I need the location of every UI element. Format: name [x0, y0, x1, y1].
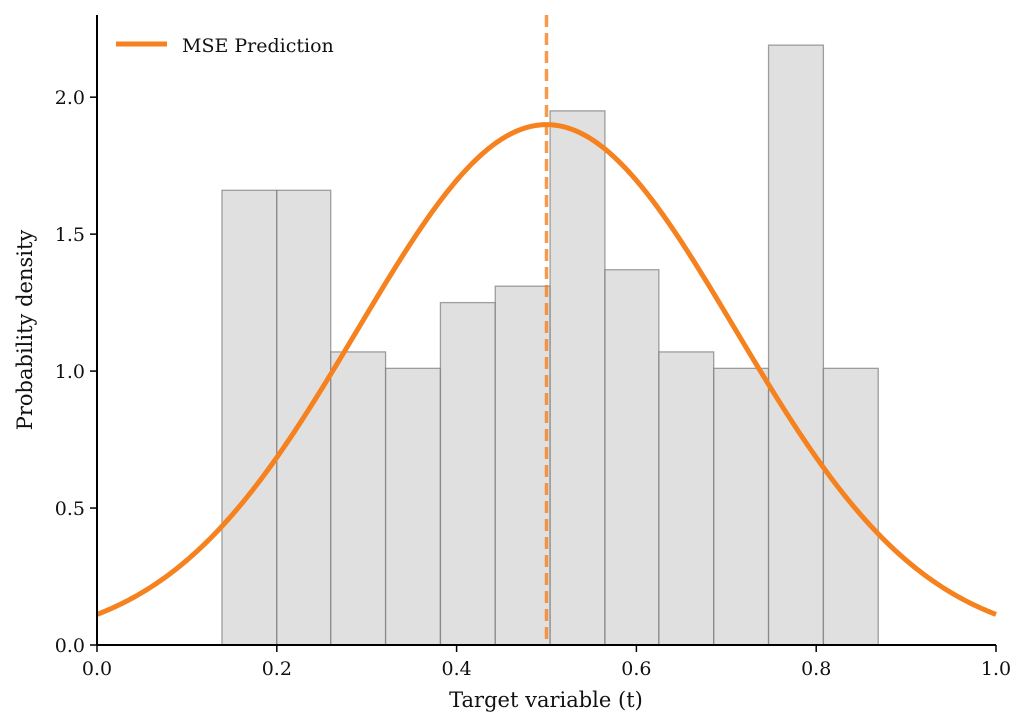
y-tick-label: 1.5: [55, 224, 85, 246]
histogram-bar: [384, 367, 442, 646]
x-tick-label: 0.8: [801, 658, 831, 680]
legend: MSE Prediction: [116, 35, 334, 57]
histogram-bar: [439, 301, 496, 646]
y-tick-label: 0.5: [55, 498, 85, 520]
legend-label: MSE Prediction: [182, 35, 334, 57]
histogram-bar: [604, 269, 660, 646]
x-tick-label: 0.0: [82, 658, 112, 680]
histogram-bar: [658, 351, 715, 646]
x-tick-label: 1.0: [981, 658, 1011, 680]
x-tick-label: 0.6: [621, 658, 651, 680]
y-tick-label: 2.0: [55, 87, 85, 109]
histogram-bar: [549, 110, 606, 646]
y-axis-label: Probability density: [13, 230, 37, 431]
histogram-bar: [767, 44, 825, 646]
histogram-bar: [713, 367, 770, 646]
axes: [96, 15, 996, 646]
y-tick-label: 0.0: [55, 635, 85, 657]
ticks: 0.0 0.2 0.4 0.6 0.8 1.0 0.0 0.5 1.0 1.5 2.0: [55, 87, 1011, 680]
histogram-bar: [221, 189, 278, 646]
x-tick-label: 0.2: [262, 658, 292, 680]
x-axis-label: Target variable (t): [449, 688, 643, 712]
histogram-bar: [494, 285, 551, 646]
x-tick-label: 0.4: [441, 658, 471, 680]
histogram-bar: [330, 351, 387, 646]
histogram-bars: [221, 44, 879, 646]
y-tick-label: 1.0: [55, 361, 85, 383]
